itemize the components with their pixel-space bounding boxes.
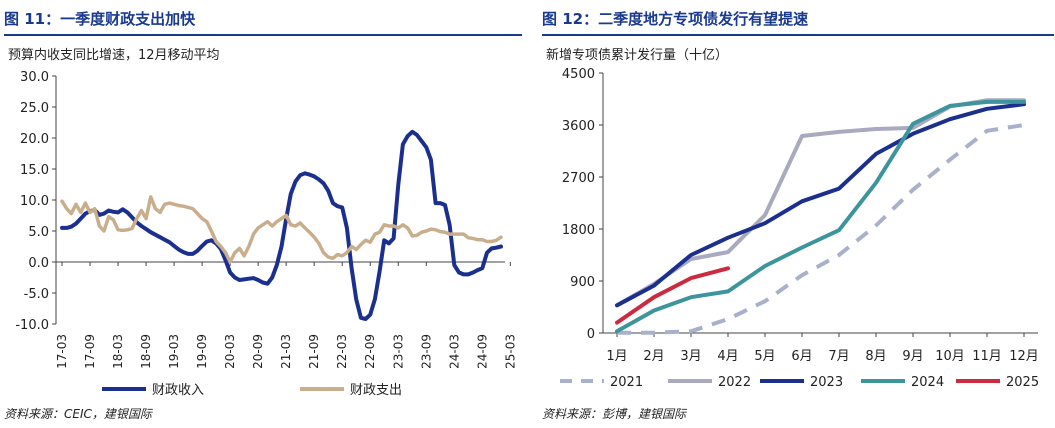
left-chart-svg: 30.0 25.0 20.0 15.0 10.0 5.0 0.0 -5.0 -10.0 17-03… <box>15 70 517 398</box>
right-legend-label-1: 2022 <box>718 375 751 390</box>
right-x-tick-label: 3月 <box>680 349 701 364</box>
left-x-tick-label: 19-09 <box>195 334 209 369</box>
left-y-tick-label: 25.0 <box>20 101 49 116</box>
left-x-tick-label: 20-09 <box>251 334 265 369</box>
left-chart-subtitle: 预算内收支同比增速，12月移动平均 <box>8 48 220 63</box>
right-y-tick-label: 2700 <box>562 171 595 186</box>
right-x-tick-label: 8月 <box>865 349 886 364</box>
right-y-tick-label: 1800 <box>562 223 595 238</box>
left-x-tick-label: 22-09 <box>363 334 377 369</box>
left-y-tick-label: 15.0 <box>20 163 49 178</box>
left-y-tick-label: 5.0 <box>28 225 49 240</box>
right-chart-title: 图 12：二季度地方专项债发行有望提速 <box>542 10 809 28</box>
left-x-tick-label: 18-09 <box>139 334 153 369</box>
left-series-line-1 <box>60 195 503 264</box>
right-x-tick-label: 7月 <box>828 349 849 364</box>
left-x-tick-label: 23-03 <box>391 334 405 369</box>
right-x-tick-label: 9月 <box>902 349 923 364</box>
right-x-tick-label: 4月 <box>717 349 738 364</box>
right-title-rule <box>542 34 1054 36</box>
left-y-tick-label: 10.0 <box>20 194 49 209</box>
right-x-tick-label: 10月 <box>935 349 965 364</box>
right-x-tick-label: 12月 <box>1009 349 1039 364</box>
right-x-tick-label: 1月 <box>606 349 627 364</box>
left-y-tick-label: -5.0 <box>24 287 49 302</box>
left-x-tick-label: 24-09 <box>475 334 489 369</box>
right-chart-svg: 4500 3600 2700 1800 900 0 1月 2月 3月 4月 5月 6月 7月 8月 9月 10… <box>560 67 1039 390</box>
right-chart-source: 资料来源：彭博，建银国际 <box>542 407 687 421</box>
right-series-line-0 <box>617 123 1025 335</box>
right-y-tick-label: 3600 <box>562 119 595 134</box>
left-x-tick-label: 23-09 <box>419 334 433 369</box>
left-y-tick-label: -10.0 <box>15 318 49 333</box>
left-x-tick-label: 22-03 <box>335 334 349 369</box>
right-series-line-1 <box>615 98 1026 308</box>
right-chart-panel: 图 12：二季度地方专项债发行有望提速 新增专项债累计发行量（十亿） 4500 3… <box>538 0 1055 428</box>
right-x-tick-label: 2月 <box>643 349 664 364</box>
left-legend-label-1: 财政支出 <box>350 383 402 398</box>
right-y-tick-label: 900 <box>570 275 595 290</box>
left-title-rule <box>4 34 522 36</box>
left-x-tick-label: 21-09 <box>307 334 321 369</box>
left-x-tick-label: 19-03 <box>167 334 181 369</box>
right-series-line-4 <box>615 266 730 325</box>
left-series-line-0 <box>60 129 503 321</box>
left-legend-label-0: 财政收入 <box>152 383 204 398</box>
left-x-tick-label: 24-03 <box>447 334 461 369</box>
right-y-tick-label: 0 <box>587 327 595 342</box>
left-y-tick-label: 30.0 <box>20 70 49 85</box>
left-x-tick-label: 17-09 <box>83 334 97 369</box>
right-series-line-2 <box>615 102 1026 308</box>
left-chart-panel: 图 11：一季度财政支出加快 预算内收支同比增速，12月移动平均 30.0 25.… <box>0 0 526 428</box>
right-x-tick-label: 6月 <box>791 349 812 364</box>
right-legend-label-4: 2025 <box>1006 375 1039 390</box>
left-x-tick-label: 17-03 <box>55 334 69 369</box>
right-chart-subtitle: 新增专项债累计发行量（十亿） <box>546 48 729 63</box>
left-x-tick-label: 21-03 <box>279 334 293 369</box>
left-x-tick-label: 18-03 <box>111 334 125 369</box>
left-y-tick-label: 20.0 <box>20 132 49 147</box>
right-x-tick-label: 5月 <box>754 349 775 364</box>
right-legend-label-2: 2023 <box>810 375 843 390</box>
right-legend-label-3: 2024 <box>911 375 944 390</box>
left-chart-title: 图 11：一季度财政支出加快 <box>4 10 196 28</box>
right-series-line-3 <box>615 99 1026 334</box>
left-chart-source: 资料来源：CEIC，建银国际 <box>4 407 152 421</box>
right-x-tick-label: 11月 <box>972 349 1002 364</box>
left-x-tick-label: 20-03 <box>223 334 237 369</box>
left-y-tick-label: 0.0 <box>28 256 49 271</box>
right-legend-label-0: 2021 <box>610 375 643 390</box>
left-x-tick-label: 25-03 <box>503 334 517 369</box>
right-y-tick-label: 4500 <box>562 67 595 82</box>
